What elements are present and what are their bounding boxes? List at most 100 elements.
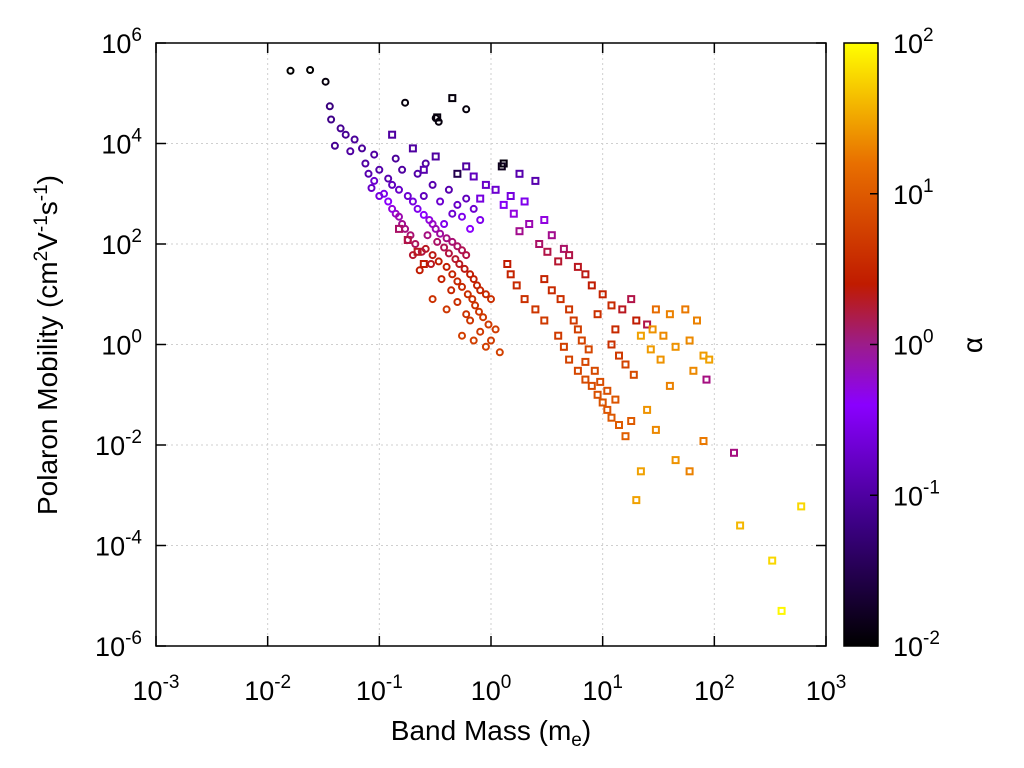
scatter-point-circle [341,130,350,139]
scatter-point-square [627,417,636,425]
scatter-point-square [520,197,529,206]
scatter-point-square [535,240,544,248]
scatter-point-square [665,381,674,390]
scatter-point-circle [436,197,445,206]
scatter-point-square [656,355,665,364]
scatter-point-circle [462,105,471,114]
scatter-point-square [554,331,563,340]
scatter-point-square [598,290,607,299]
scatter-point-circle [475,307,483,316]
scatter-point-square [705,355,714,364]
scatter-point-circle [453,298,462,306]
scatter-point-square [531,305,540,314]
scatter-point-square [506,192,515,200]
scatter-point-square [509,209,518,218]
scatter-point-circle [460,264,469,273]
scatter-point-square [573,325,582,334]
scatter-point-square [413,247,422,256]
scatter-point-circle [469,204,478,213]
scatter-point-circle [395,185,403,194]
scatter-point-circle [421,159,430,168]
scatter-point-square [603,405,612,414]
scatter-point-square [559,244,568,253]
scatter-point-square [593,390,602,399]
scatter-point-circle [427,260,435,268]
scatter-point-circle [487,336,495,345]
scatter-point-circle [466,224,475,233]
scatter-point-circle [395,212,403,221]
scatter-point-circle [375,192,384,200]
scatter-point-circle [471,301,480,310]
scatter-point-square [615,421,623,429]
scatter-point-square [693,316,701,325]
scatter-point-square [515,227,524,236]
y-tick-label: 100 [101,327,142,361]
scatter-point-circle [384,197,393,206]
scatter-point-circle [481,342,490,351]
scatter-point-circle [479,313,488,322]
scatter-point-square [506,270,515,279]
scatter-point-circle [428,295,437,304]
scatter-point-square [632,496,641,505]
x-tick-label: 103 [806,672,847,706]
scatter-point-circle [336,124,345,133]
scatter-point-square [431,152,440,161]
scatter-point-circle [442,305,451,314]
y-axis-title: Polaron Mobility (cm2V-1s-1) [31,175,63,515]
x-tick-label: 101 [582,672,623,706]
scatter-point-circle [440,243,449,252]
scatter-point-square [607,413,616,422]
scatter-point-square [777,606,786,615]
scatter-point-square [497,162,506,171]
scatter-point-circle [413,169,422,178]
scatter-point-square [469,172,478,181]
y-tick-label: 10-2 [95,427,142,461]
scatter-point-circle [491,325,500,334]
scatter-point-square [448,94,457,103]
scatter-point-square [632,316,641,325]
scatter-point-square [512,281,521,290]
scatter-point-square [540,316,549,325]
scatter-point-square [462,162,471,171]
scatter-point-square [559,342,568,351]
scatter-point-square [587,381,596,390]
scatter-point-circle [466,270,475,279]
scatter-point-square [689,366,698,375]
scatter-point-circle [458,212,466,221]
scatter-point-square [603,386,612,395]
scatter-point-square [419,165,428,174]
scatter-point-square [587,281,596,290]
scatter-point-square [569,316,578,325]
scatter-point-circle [462,310,471,319]
scatter-point-circle [428,251,437,260]
scatter-point-circle [415,266,424,275]
scatter-point-square [540,275,549,284]
scatter-point-square [636,467,645,476]
scatter-point-circle [413,204,422,213]
scatter-point-square [573,366,582,375]
scatter-point-circle [330,141,339,150]
y-tick-label: 102 [101,226,142,260]
scatter-point-square [556,295,565,304]
scatter-point-circle [388,204,397,213]
scatter-point-square [651,425,660,434]
scatter-point-square [565,251,574,260]
scatter-point-square [648,325,657,334]
scatter-point-square [395,224,403,233]
scatter-point-circle [434,257,443,266]
scatter-point-square [596,377,605,386]
scatter-point-circle [434,117,443,126]
scatter-point-square [573,262,582,271]
scatter-point-square [730,448,738,457]
scatter-point-square [491,185,500,194]
x-tick-label: 10-1 [356,672,403,706]
scatter-point-circle [440,220,449,228]
scatter-point-circle [453,242,462,251]
scatter-point-square [581,270,590,279]
scatter-point-square [565,355,574,364]
scatter-point-circle [466,316,475,325]
colorbar-tick-label: 101 [893,176,934,210]
scatter-point-circle [444,249,453,258]
scatter-point-square [659,331,668,340]
